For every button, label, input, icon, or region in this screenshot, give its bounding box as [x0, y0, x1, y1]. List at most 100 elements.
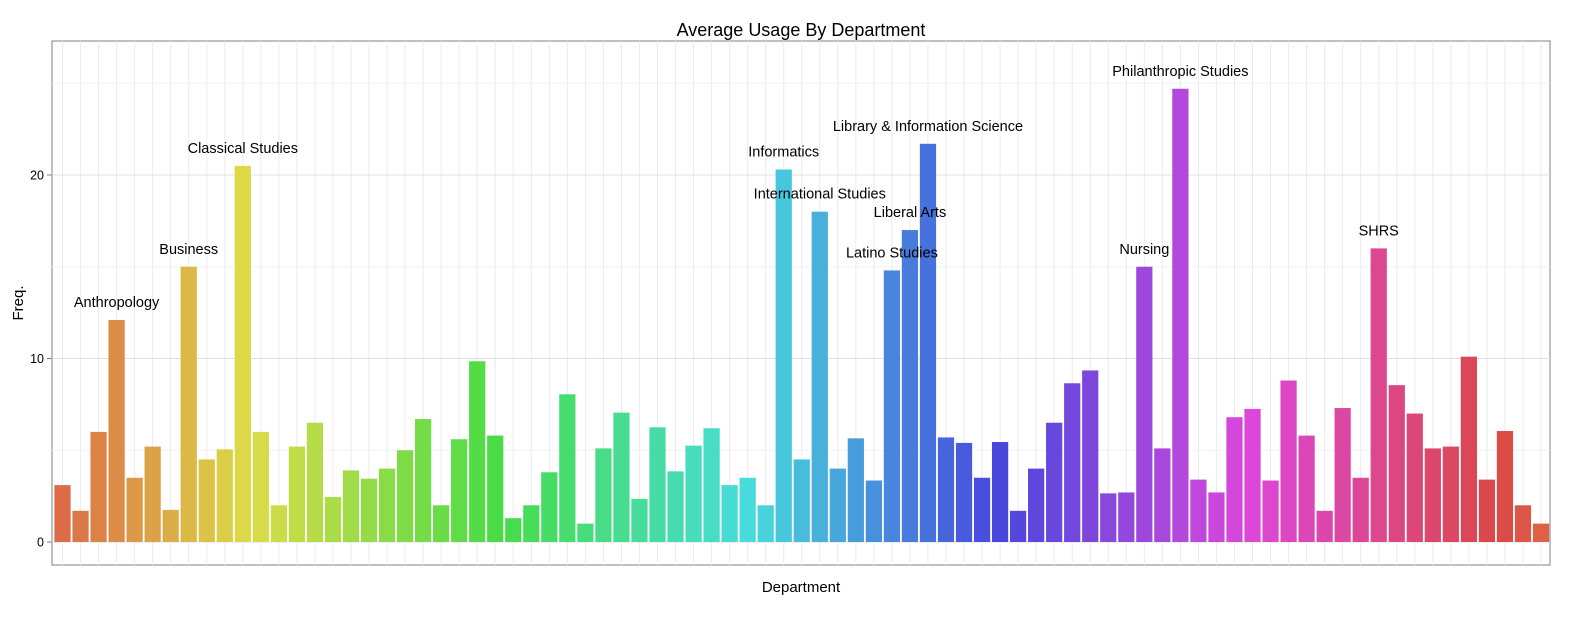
bar: [883, 270, 901, 542]
bar: [126, 477, 143, 542]
bar: [595, 448, 612, 542]
bar: [1100, 493, 1117, 542]
x-axis-label: Department: [762, 579, 841, 596]
bar: [1064, 383, 1081, 542]
bar: [973, 477, 991, 542]
bar: [216, 449, 233, 542]
bar: [90, 431, 107, 542]
bar: [541, 472, 558, 542]
bar: [1154, 448, 1171, 542]
bar: [1082, 370, 1099, 542]
bar-annotation-label: Business: [159, 242, 218, 258]
bar: [775, 169, 792, 542]
bar-annotation-label: Liberal Arts: [874, 205, 947, 221]
chart-title: Average Usage By Department: [677, 20, 926, 40]
bar: [613, 412, 630, 542]
bar: [1352, 477, 1369, 542]
bar: [631, 498, 648, 542]
bar: [180, 266, 197, 542]
y-tick-label: 0: [37, 536, 44, 550]
bar: [1046, 422, 1063, 542]
bar-annotation-label: Library & Information Science: [833, 119, 1023, 135]
bar: [252, 431, 269, 542]
bar: [54, 485, 71, 542]
bar: [991, 441, 1009, 542]
bar: [144, 446, 161, 542]
bar: [1388, 385, 1405, 542]
bar: [451, 439, 468, 542]
bar-annotation-label: Nursing: [1119, 242, 1169, 258]
bar: [469, 361, 486, 542]
bar-annotation-label: International Studies: [754, 187, 886, 203]
bars: [54, 88, 1550, 543]
bar-annotation-label: Latino Studies: [846, 245, 938, 261]
bar: [1280, 380, 1297, 542]
bar: [72, 510, 89, 542]
bar: [955, 442, 973, 542]
bar: [1190, 479, 1207, 542]
bar: [1406, 413, 1423, 542]
y-axis: 0 10 20: [30, 169, 52, 550]
bar: [1208, 492, 1225, 542]
bar: [1514, 505, 1532, 542]
bar: [703, 428, 720, 542]
bar: [667, 471, 684, 542]
bar-annotations: Anthropology Business Classical Studies Inf…: [74, 64, 1399, 311]
bar-annotation-label: Anthropology: [74, 295, 160, 311]
bar: [324, 497, 342, 542]
bar: [1136, 266, 1153, 542]
bar: [487, 435, 504, 542]
bar: [360, 478, 378, 542]
bar: [919, 143, 937, 542]
bar: [793, 459, 810, 542]
bar: [811, 211, 828, 542]
bar: [1010, 510, 1027, 542]
bar: [234, 165, 251, 542]
bar: [1316, 510, 1333, 542]
bar-annotation-label: Philanthropic Studies: [1112, 64, 1248, 80]
bar: [829, 468, 846, 542]
bar: [288, 446, 306, 542]
bar: [739, 477, 756, 542]
bar: [396, 450, 414, 542]
bar-annotation-label: Classical Studies: [188, 141, 298, 157]
bar: [1496, 430, 1514, 542]
bar: [1262, 480, 1279, 542]
bar: [1226, 417, 1243, 542]
bar: [342, 470, 360, 542]
bar: [162, 509, 179, 542]
bar: [433, 505, 450, 542]
bar: [721, 485, 738, 542]
bar: [198, 459, 215, 542]
bar: [1028, 468, 1045, 542]
bar: [937, 437, 955, 542]
bar: [865, 480, 882, 542]
bar: [378, 468, 396, 542]
bar: [1460, 356, 1477, 542]
bar: [757, 505, 774, 542]
y-axis-label: Freq.: [10, 285, 27, 320]
bar: [1118, 492, 1135, 542]
bar: [1370, 248, 1387, 542]
bar: [1442, 446, 1459, 542]
bar: [1298, 435, 1315, 542]
y-tick-label: 20: [30, 169, 44, 183]
bar: [847, 438, 864, 542]
bar: [306, 422, 324, 542]
bar: [1532, 523, 1550, 542]
bar: [1172, 88, 1189, 542]
bar: [901, 230, 919, 543]
bar: [414, 419, 432, 542]
bar: [108, 319, 125, 542]
bar: [1244, 408, 1261, 542]
bar: [505, 518, 522, 542]
bar-annotation-label: Informatics: [748, 144, 819, 160]
bar: [1478, 479, 1496, 542]
bar: [559, 394, 576, 542]
bar: [1334, 408, 1351, 542]
bar: [685, 445, 702, 542]
bar: [270, 505, 287, 542]
bar: [649, 427, 666, 542]
